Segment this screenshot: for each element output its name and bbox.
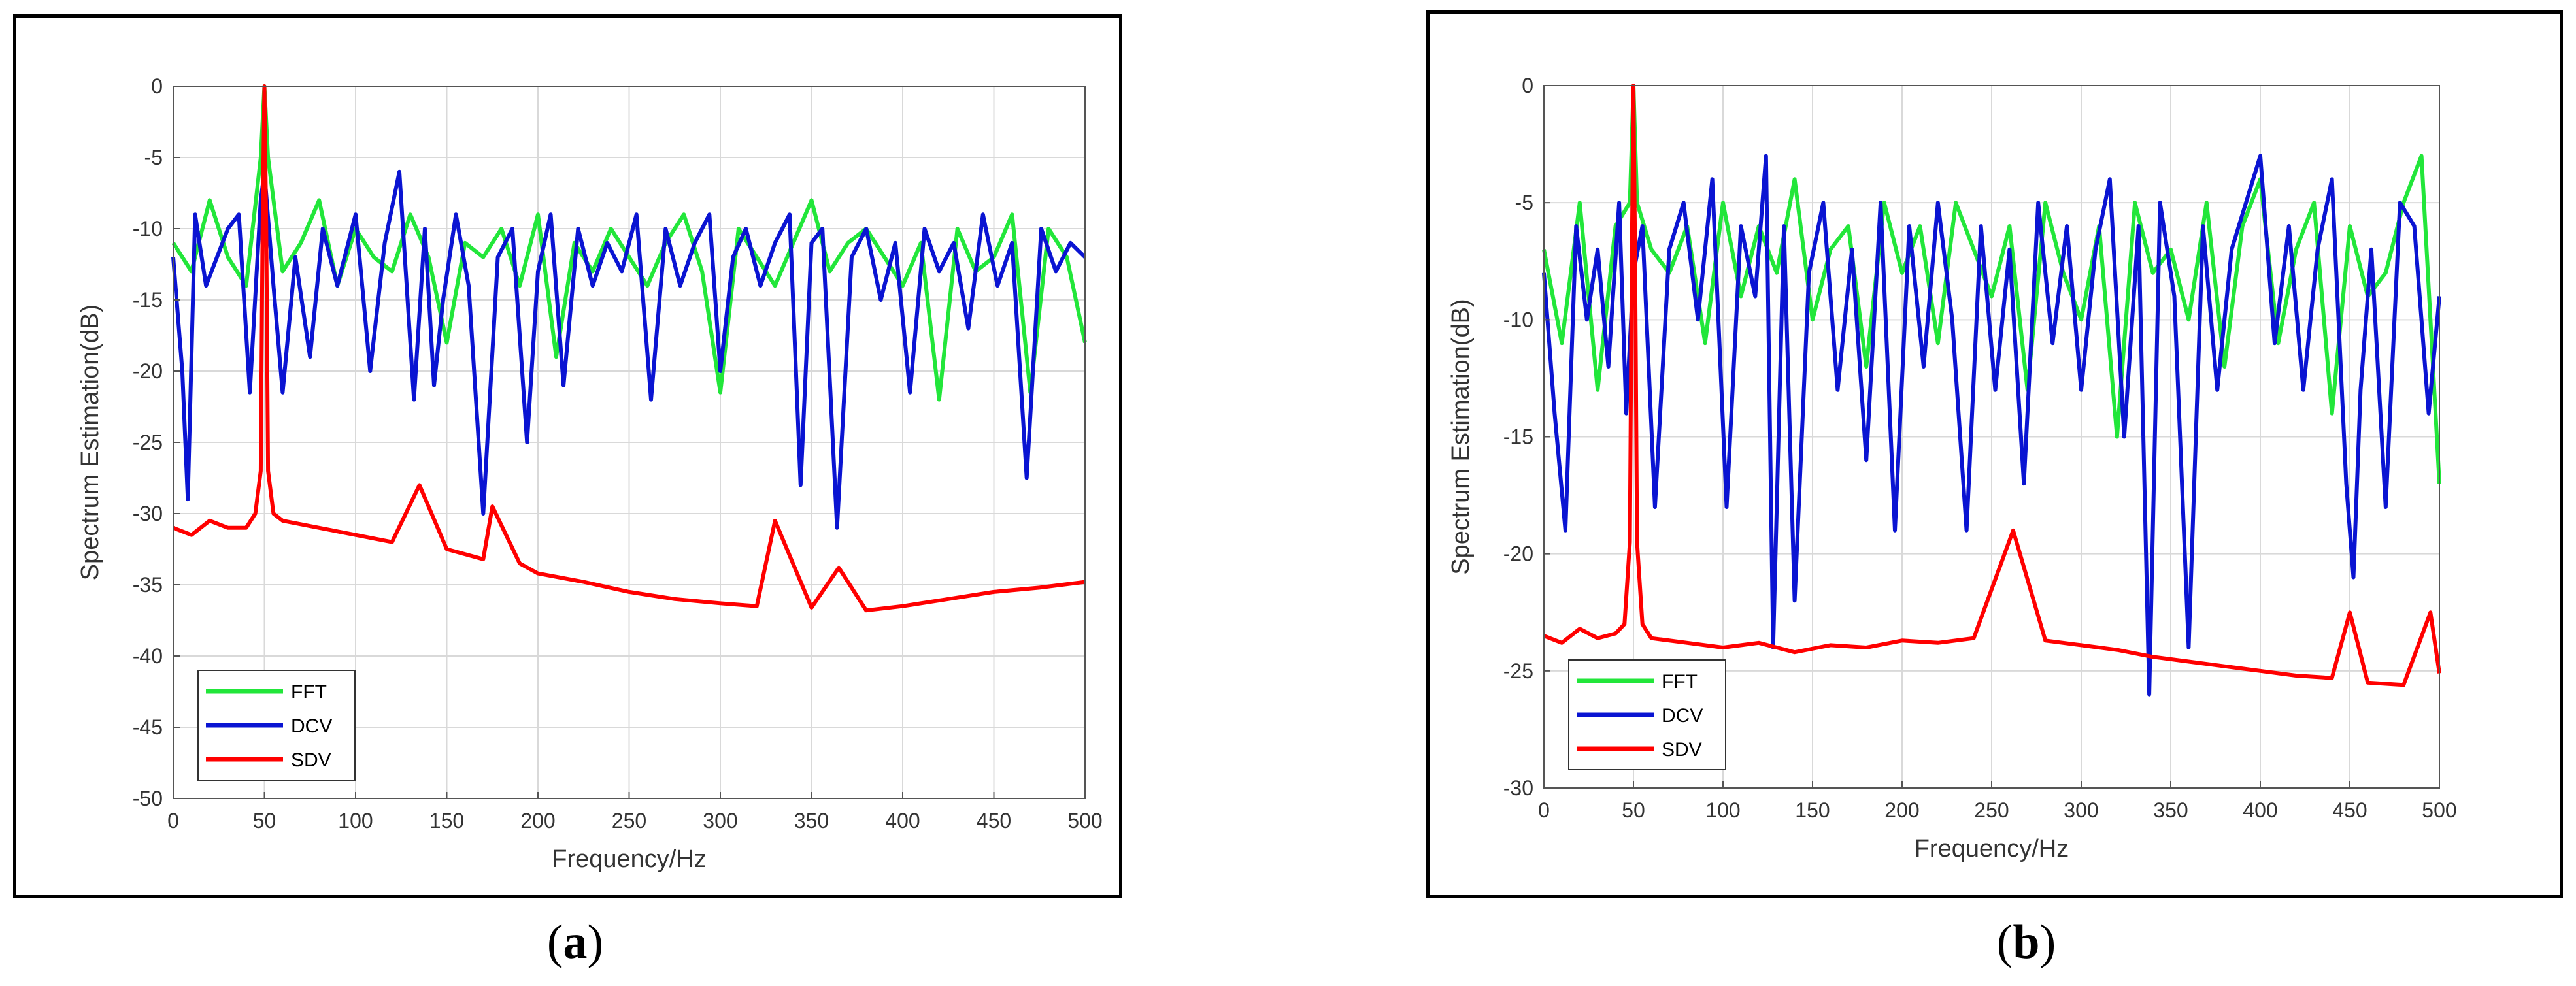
chart-a-ytick-label-8: -40 (133, 644, 163, 668)
chart-a-legend-label-sdv: SDV (291, 749, 331, 771)
chart-b-xtick-label-10: 500 (2422, 798, 2456, 822)
chart-a-xtick-label-9: 450 (977, 809, 1011, 832)
chart-b-xtick-label-6: 300 (2064, 798, 2098, 822)
chart-b-xtick-label-3: 150 (1795, 798, 1830, 822)
chart-a-legend-label-fft: FFT (291, 682, 327, 703)
spectrum-chart-b: 0 50 100 150 200 250 300 350 400 450 500 0 -5 -10 -15 -… (1447, 74, 2457, 863)
chart-a-xtick-label-4: 200 (520, 809, 555, 832)
chart-b-line-sdv (1543, 84, 2441, 687)
chart-a-xtick-label-2: 100 (338, 809, 373, 832)
chart-b-series (1542, 84, 2441, 697)
chart-a-line-dcv (171, 169, 1087, 530)
chart-a-ytick-label-1: -5 (144, 146, 163, 169)
chart-b-legend-label-sdv: SDV (1662, 739, 1702, 761)
chart-a-xtick-label-10: 500 (1067, 809, 1102, 832)
chart-b-line-dcv (1542, 154, 2441, 697)
chart-a-xtick-label-0: 0 (167, 809, 179, 832)
chart-a-ytick-label-7: -35 (133, 573, 163, 597)
chart-b-ytick-label-2: -10 (1503, 308, 1533, 331)
chart-b-xtick-label-5: 250 (1974, 798, 2009, 822)
chart-a-legend-label-dcv: DCV (291, 715, 332, 737)
chart-a-ytick-label-2: -10 (133, 217, 163, 240)
chart-b-xtick-label-7: 350 (2153, 798, 2188, 822)
chart-b-ytick-label-1: -5 (1515, 191, 1533, 214)
chart-a-ytick-label-0: 0 (151, 74, 163, 98)
chart-a-xtick-label-5: 250 (612, 809, 646, 832)
chart-b-xtick-label-9: 450 (2332, 798, 2367, 822)
chart-b-legend-label-dcv: DCV (1662, 705, 1703, 727)
chart-b-xtick-label-1: 50 (1622, 798, 1645, 822)
chart-a-xtick-label-8: 400 (885, 809, 920, 832)
chart-b-xtick-label-8: 400 (2243, 798, 2277, 822)
chart-a-xtick-label-6: 300 (703, 809, 737, 832)
chart-a-ytick-label-10: -50 (133, 787, 163, 810)
chart-a-xtick-label-3: 150 (429, 809, 464, 832)
chart-b-legend-label-fft: FFT (1662, 671, 1698, 693)
caption-b: (b) (1996, 915, 2056, 969)
chart-a-ytick-label-5: -25 (133, 431, 163, 454)
chart-a-series (171, 84, 1087, 613)
chart-b-ytick-label-4: -20 (1503, 542, 1533, 566)
chart-a-ytick-label-9: -45 (133, 715, 163, 739)
chart-b-ytick-label-6: -30 (1503, 776, 1533, 800)
chart-b-ytick-label-0: 0 (1522, 74, 1533, 97)
chart-b-xtick-label-2: 100 (1705, 798, 1740, 822)
chart-b-ytick-label-5: -25 (1503, 659, 1533, 683)
chart-panel-b: 0 50 100 150 200 250 300 350 400 450 500 0 -5 -10 -15 -… (1426, 10, 2563, 898)
chart-a-ytick-label-3: -15 (133, 288, 163, 312)
chart-a-legend: FFT DCV SDV (197, 670, 356, 781)
chart-b-ylabel: Spectrum Estimation(dB) (1447, 299, 1475, 574)
chart-b-xtick-label-0: 0 (1538, 798, 1550, 822)
chart-a-ytick-label-4: -20 (133, 359, 163, 383)
chart-a-xtick-label-7: 350 (794, 809, 829, 832)
chart-a-line-sdv (172, 84, 1086, 613)
chart-a-xtick-label-1: 50 (253, 809, 276, 832)
chart-b-line-fft (1542, 84, 2441, 484)
chart-b-ytick-label-3: -15 (1503, 425, 1533, 449)
caption-a: (a) (546, 915, 604, 969)
spectrum-chart-a: 0 50 100 150 200 250 300 350 400 450 500 0 -5 -10 -15 -… (76, 74, 1103, 873)
chart-a-ytick-label-6: -30 (133, 502, 163, 525)
chart-b-xlabel: Frequency/Hz (1915, 835, 2069, 863)
chart-b-xtick-label-4: 200 (1884, 798, 1919, 822)
chart-a-line-fft (171, 84, 1087, 402)
chart-a-ylabel: Spectrum Estimation(dB) (76, 304, 104, 580)
chart-a-xlabel: Frequency/Hz (552, 846, 707, 873)
chart-b-legend: FFT DCV SDV (1568, 659, 1726, 770)
chart-panel-a: 0 50 100 150 200 250 300 350 400 450 500 0 -5 -10 -15 -… (13, 14, 1122, 898)
